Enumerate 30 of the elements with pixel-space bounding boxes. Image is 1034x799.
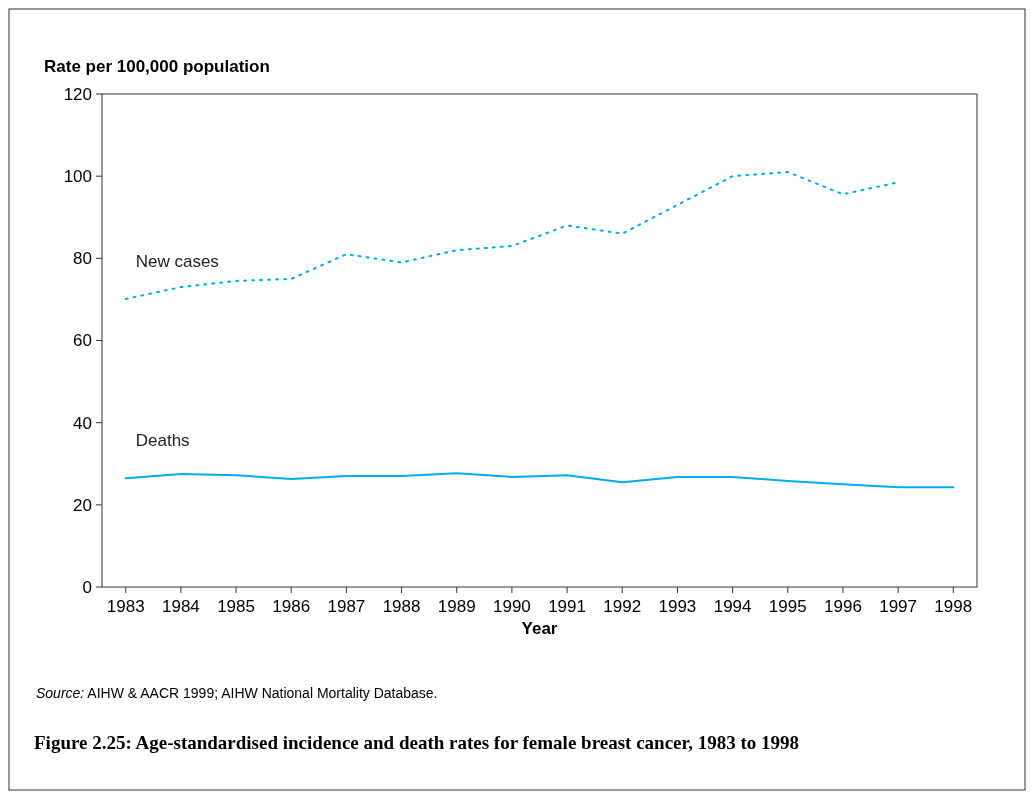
series-label: New cases bbox=[135, 252, 219, 272]
y-tick-label: 120 bbox=[63, 84, 92, 104]
x-tick-label: 1988 bbox=[382, 597, 421, 616]
y-tick-label: 100 bbox=[63, 167, 92, 187]
y-tick-label: 60 bbox=[73, 331, 92, 351]
x-tick-label: 1994 bbox=[713, 597, 752, 616]
source-note: Source: AIHW & AACR 1999; AIHW National Mortality Database. bbox=[36, 685, 438, 701]
y-axis-title: Rate per 100,000 population bbox=[44, 57, 270, 76]
line-series bbox=[124, 472, 955, 489]
y-tick-label: 80 bbox=[73, 249, 92, 269]
x-tick-label: 1987 bbox=[327, 597, 366, 616]
x-axis-title: Year bbox=[521, 619, 558, 638]
x-tick-label: 1992 bbox=[603, 597, 642, 616]
x-tick-label: 1989 bbox=[437, 597, 476, 616]
x-tick-label: 1996 bbox=[824, 597, 862, 616]
x-tick-label: 1986 bbox=[272, 597, 311, 616]
x-tick-label: 1991 bbox=[548, 597, 586, 616]
x-tick-label: 1993 bbox=[658, 597, 697, 616]
text: Figure 2.25: Age-standardised incidence and death rates for female breast cancer, 1983 to 1998 bbox=[34, 731, 801, 755]
x-tick-label: 1998 bbox=[934, 597, 973, 616]
y-tick-label: 20 bbox=[73, 495, 92, 515]
y-tick-label: 0 bbox=[82, 577, 92, 597]
x-tick-label: 1983 bbox=[106, 597, 145, 616]
x-tick-label: 1984 bbox=[161, 597, 200, 616]
x-tick-label: 1990 bbox=[493, 597, 531, 616]
x-tick-label: 1995 bbox=[768, 597, 807, 616]
x-tick-label: 1997 bbox=[879, 597, 918, 616]
series-label: Deaths bbox=[135, 431, 190, 451]
y-tick-label: 40 bbox=[73, 413, 92, 433]
x-tick-label: 1985 bbox=[217, 597, 255, 616]
